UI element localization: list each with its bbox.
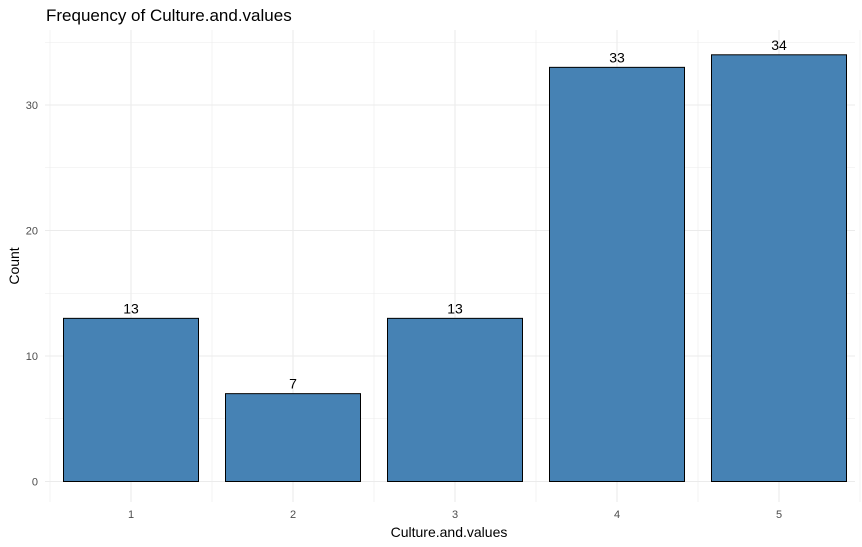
- x-tick-label: 4: [614, 509, 620, 521]
- y-tick-label: 20: [26, 226, 38, 238]
- y-tick-label: 30: [26, 100, 38, 112]
- x-tick-label: 1: [128, 509, 134, 521]
- data-label: 13: [447, 300, 463, 316]
- y-axis-ticks: 0 10 20 30: [26, 100, 38, 489]
- y-tick-label: 10: [26, 351, 38, 363]
- bars: [63, 54, 847, 483]
- x-tick-label: 5: [776, 509, 782, 521]
- bar: [549, 66, 685, 482]
- data-label: 33: [609, 49, 625, 65]
- bar: [387, 317, 523, 482]
- y-tick-label: 0: [32, 477, 38, 489]
- data-labels: 13 7 13 33 34: [123, 37, 787, 392]
- x-axis-ticks: 1 2 3 4 5: [128, 509, 782, 521]
- y-axis-title: Count: [6, 247, 22, 284]
- data-label: 7: [289, 376, 297, 392]
- bar: [63, 317, 199, 482]
- data-label: 13: [123, 300, 139, 316]
- x-axis-title: Culture.and.values: [391, 524, 508, 540]
- x-tick-label: 3: [452, 509, 458, 521]
- chart-title: Frequency of Culture.and.values: [46, 6, 292, 25]
- bar: [225, 393, 361, 482]
- data-label: 34: [771, 37, 787, 53]
- x-tick-label: 2: [290, 509, 296, 521]
- bar: [711, 54, 847, 483]
